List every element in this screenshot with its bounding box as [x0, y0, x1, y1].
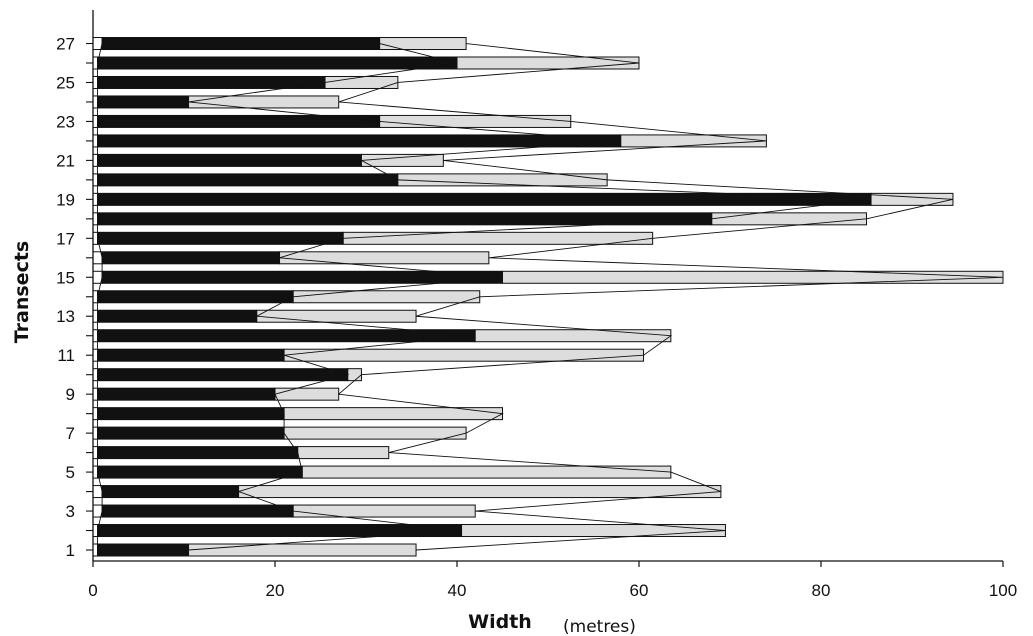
bar-transect-21-segment-1 — [92, 153, 99, 167]
bar-transect-8-segment-1 — [92, 407, 99, 421]
y-tick-label-11: 11 — [57, 346, 75, 365]
bar-transect-26-segment-3 — [456, 56, 640, 70]
bar-transect-25-segment-1 — [92, 75, 99, 89]
y-tick-label-5: 5 — [66, 463, 75, 482]
bar-transect-23-segment-3 — [379, 114, 572, 128]
bar-transect-18-segment-1 — [92, 212, 99, 226]
y-tick-label-1: 1 — [66, 541, 75, 560]
y-tick-label-19: 19 — [56, 190, 75, 209]
bar-transect-13-segment-1 — [92, 309, 99, 323]
y-tick-label-25: 25 — [56, 73, 75, 92]
bar-transect-22-segment-2 — [97, 134, 622, 148]
envelope-lines — [97, 43, 1004, 551]
bar-transect-25-segment-3 — [324, 75, 399, 89]
bars-layer — [92, 37, 1004, 557]
bar-transect-2-segment-1 — [92, 524, 99, 538]
x-tick-label-20: 20 — [266, 581, 285, 600]
bar-transect-14-segment-3 — [292, 290, 481, 304]
bar-transect-16-segment-2 — [101, 251, 281, 265]
y-tick-label-13: 13 — [56, 307, 75, 326]
bar-transect-26-segment-1 — [92, 56, 99, 70]
bar-transect-7-segment-3 — [283, 426, 467, 440]
bar-transect-27-segment-3 — [379, 37, 467, 51]
bar-transect-16-segment-3 — [279, 251, 490, 265]
envelope-line-3 — [337, 43, 1004, 551]
bar-transect-14-segment-1 — [92, 290, 99, 304]
bar-transect-3-segment-2 — [101, 504, 294, 518]
bar-transect-1-segment-1 — [92, 543, 99, 557]
y-tick-label-7: 7 — [66, 424, 75, 443]
bar-transect-21-segment-2 — [97, 153, 362, 167]
bar-transect-11-segment-1 — [92, 348, 99, 362]
x-tick-label-60: 60 — [630, 581, 649, 600]
bar-transect-8-segment-2 — [97, 407, 285, 421]
bar-transect-13-segment-2 — [97, 309, 258, 323]
bar-transect-5-segment-1 — [92, 465, 99, 479]
bar-transect-9-segment-2 — [97, 387, 276, 401]
y-tick-label-23: 23 — [56, 112, 75, 131]
bar-transect-26-segment-2 — [97, 56, 458, 70]
bar-transect-6-segment-3 — [297, 446, 390, 460]
bar-transect-5-segment-2 — [97, 465, 303, 479]
bar-transect-2-segment-3 — [461, 524, 726, 538]
bar-transect-9-segment-3 — [274, 387, 340, 401]
bar-transect-27-segment-2 — [101, 37, 381, 51]
y-tick-label-17: 17 — [56, 229, 75, 248]
x-tick-label-0: 0 — [88, 581, 97, 600]
bar-transect-20-segment-1 — [92, 173, 99, 187]
bar-transect-25-segment-2 — [97, 75, 326, 89]
bar-transect-4-segment-2 — [101, 485, 240, 499]
bar-transect-17-segment-2 — [97, 231, 344, 245]
bar-transect-12-segment-3 — [474, 329, 672, 343]
x-axis-unit: (metres) — [563, 617, 636, 636]
bar-transect-6-segment-2 — [97, 446, 299, 460]
bar-transect-20-segment-2 — [97, 173, 399, 187]
x-axis-title: Width — [468, 611, 532, 633]
bar-transect-22-segment-1 — [92, 134, 99, 148]
bar-transect-15-segment-3 — [502, 270, 1004, 284]
bar-transect-11-segment-3 — [283, 348, 645, 362]
bar-transect-1-segment-3 — [188, 543, 417, 557]
bar-transect-10-segment-1 — [92, 368, 99, 382]
bar-transect-19-segment-2 — [97, 192, 872, 206]
y-tick-label-3: 3 — [66, 502, 75, 521]
bar-transect-1-segment-2 — [97, 543, 190, 557]
bar-transect-9-segment-1 — [92, 387, 99, 401]
bar-transect-10-segment-3 — [347, 368, 362, 382]
bar-transect-14-segment-2 — [97, 290, 294, 304]
bar-transect-24-segment-1 — [92, 95, 99, 109]
bar-transect-24-segment-2 — [97, 95, 190, 109]
x-tick-label-80: 80 — [812, 581, 831, 600]
bar-transect-12-segment-1 — [92, 329, 99, 343]
bar-transect-11-segment-2 — [97, 348, 285, 362]
bar-transect-3-segment-3 — [292, 504, 476, 518]
bar-transect-17-segment-3 — [342, 231, 654, 245]
y-tick-label-15: 15 — [56, 268, 75, 287]
bar-transect-21-segment-3 — [360, 153, 444, 167]
bar-transect-6-segment-1 — [92, 446, 99, 460]
bar-transect-13-segment-3 — [256, 309, 417, 323]
y-tick-label-27: 27 — [56, 35, 75, 54]
bar-transect-10-segment-2 — [97, 368, 349, 382]
envelope-line-1 — [97, 43, 103, 550]
bar-transect-24-segment-3 — [188, 95, 340, 109]
bar-transect-4-segment-3 — [238, 485, 722, 499]
bar-transect-23-segment-1 — [92, 114, 99, 128]
bar-transect-19-segment-1 — [92, 192, 99, 206]
y-tick-label-9: 9 — [66, 385, 75, 404]
bar-transect-17-segment-1 — [92, 231, 99, 245]
bar-transect-7-segment-1 — [92, 426, 99, 440]
bar-transect-18-segment-2 — [97, 212, 713, 226]
envelope-line-2 — [188, 43, 872, 551]
bar-transect-12-segment-2 — [97, 329, 476, 343]
y-axis-title: Transects — [11, 241, 33, 343]
bar-transect-15-segment-2 — [101, 270, 503, 284]
x-tick-label-40: 40 — [448, 581, 467, 600]
y-tick-label-21: 21 — [56, 151, 75, 170]
bar-transect-7-segment-2 — [97, 426, 285, 440]
x-tick-label-100: 100 — [989, 581, 1017, 600]
bar-transect-18-segment-3 — [711, 212, 867, 226]
